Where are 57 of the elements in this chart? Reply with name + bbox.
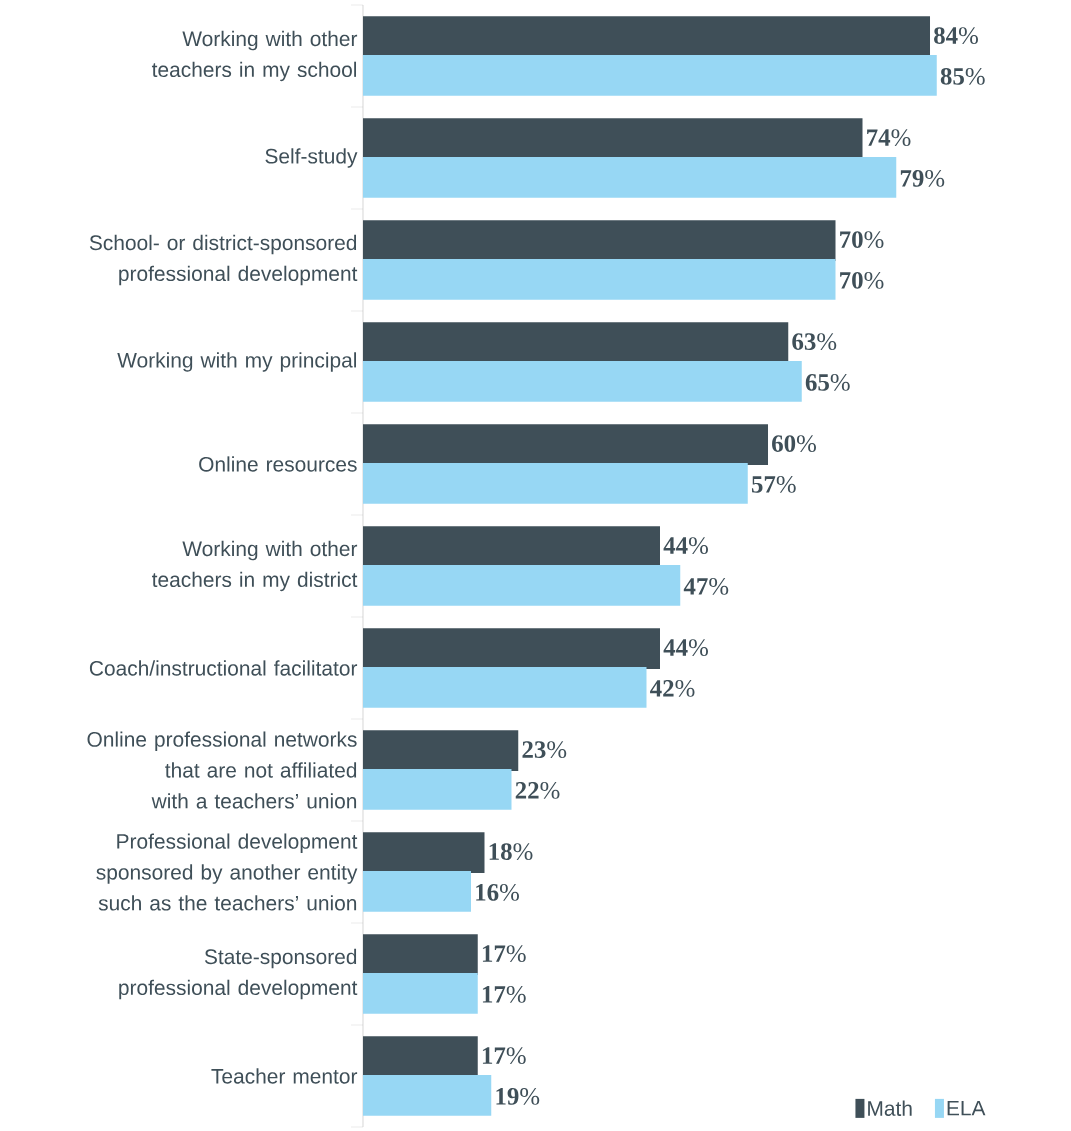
bar xyxy=(363,424,768,465)
data-label: 17% xyxy=(482,945,526,963)
bar xyxy=(363,361,802,402)
data-label: 44% xyxy=(663,537,708,555)
bar xyxy=(363,871,471,912)
bar xyxy=(363,220,836,261)
y-tick-label: Self-study xyxy=(265,148,358,168)
data-label: 22% xyxy=(515,781,560,799)
data-label: 44% xyxy=(663,639,708,657)
bar xyxy=(363,259,836,300)
data-label: 65% xyxy=(805,373,850,391)
bar xyxy=(363,1036,478,1078)
data-label: 63% xyxy=(792,333,837,351)
bar xyxy=(363,730,519,772)
data-label: 47% xyxy=(683,577,729,595)
data-label: 23% xyxy=(522,741,567,759)
data-label: 85% xyxy=(940,67,985,85)
bar xyxy=(363,118,863,159)
data-label: 17% xyxy=(482,985,526,1003)
bar xyxy=(363,55,937,96)
data-label: 70% xyxy=(840,271,884,289)
bar xyxy=(363,934,478,976)
y-tick-label: Online resources xyxy=(199,456,357,472)
y-tick-label: Professional development sponsored by another entity such as the teachers’ union xyxy=(96,833,358,911)
y-tick-label: Working with other teachers in my school xyxy=(151,30,358,82)
bar xyxy=(363,322,789,363)
y-tick-label: Teacher mentor xyxy=(211,1068,358,1084)
data-label: 19% xyxy=(496,1087,540,1105)
data-label: 84% xyxy=(934,27,978,45)
bar xyxy=(363,526,660,568)
bar xyxy=(363,463,748,504)
data-label: 42% xyxy=(650,679,695,697)
data-label: 17% xyxy=(482,1047,526,1065)
bar xyxy=(363,628,660,670)
bar xyxy=(363,565,681,606)
bar xyxy=(363,157,897,198)
data-label: 60% xyxy=(772,435,816,453)
y-tick-label: State-sponsored professional development xyxy=(119,948,358,1000)
y-tick-label: Working with other teachers in my district xyxy=(152,540,358,592)
data-label: 74% xyxy=(867,129,911,147)
data-label: 70% xyxy=(840,231,884,249)
data-label: 16% xyxy=(476,883,519,901)
y-tick-label: Working with my principal xyxy=(117,352,357,372)
bar xyxy=(363,1075,492,1116)
bar xyxy=(363,832,485,874)
bar xyxy=(363,769,512,810)
bar xyxy=(363,973,478,1014)
bar xyxy=(363,16,931,57)
y-tick-label: Online professional networks that are not affiliated with a teachers’ union xyxy=(87,731,357,809)
y-tick-label: Coach/instructional facilitator xyxy=(89,660,358,676)
data-label: 18% xyxy=(489,843,533,861)
data-label: 57% xyxy=(751,475,796,493)
legend-label: ELA xyxy=(947,1100,986,1116)
y-tick-label: School- or district-sponsored professional development xyxy=(89,234,358,286)
legend-label: Math xyxy=(868,1100,912,1116)
bar xyxy=(363,667,647,708)
data-label: 79% xyxy=(900,169,945,187)
